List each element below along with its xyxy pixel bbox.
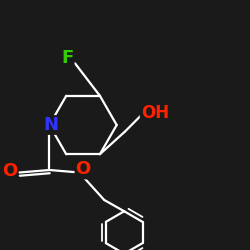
Text: O: O — [76, 160, 91, 178]
Text: O: O — [2, 162, 17, 180]
Text: OH: OH — [141, 104, 169, 122]
Text: N: N — [43, 116, 58, 134]
Text: F: F — [61, 49, 74, 67]
